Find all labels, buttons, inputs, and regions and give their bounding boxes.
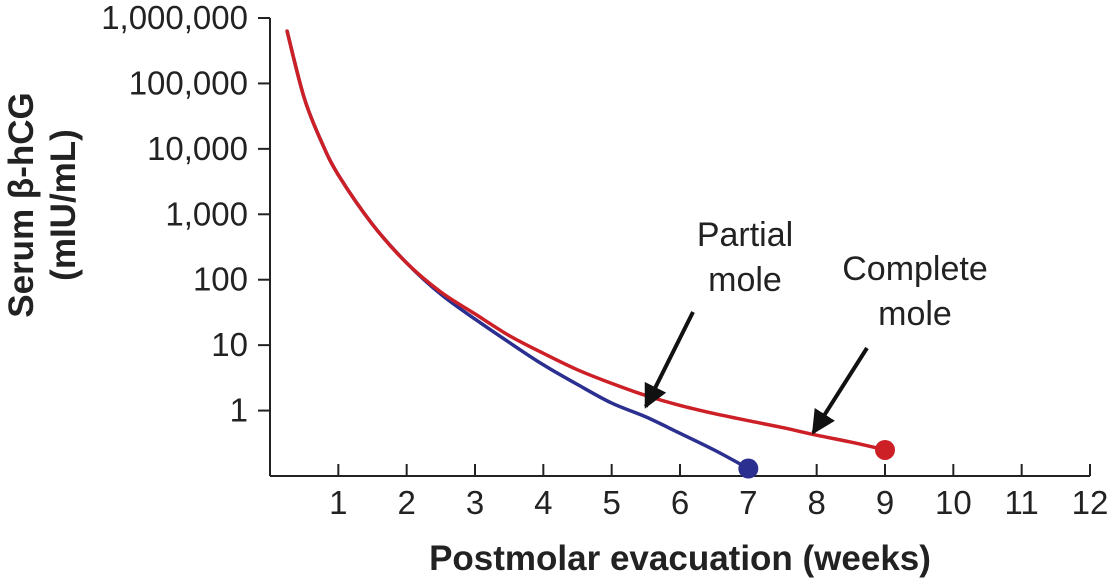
- annotation-label: mole: [708, 261, 782, 299]
- y-axis-title-line2: (mIU/mL): [44, 129, 83, 281]
- x-tick-label: 10: [935, 484, 972, 521]
- y-tick-label: 100,000: [129, 64, 248, 101]
- annotation-layer: Partial mole Complete mole: [644, 216, 988, 435]
- x-tick-label: 8: [807, 484, 825, 521]
- x-axis-ticks: 1 2 3 4 5 6 7 8 9 10 11 12: [329, 464, 1108, 521]
- y-tick-label: 10: [211, 326, 248, 363]
- annotation-label: Partial: [697, 216, 793, 254]
- series-layer: [285, 29, 895, 479]
- x-tick-label: 1: [329, 484, 347, 521]
- x-tick-label: 6: [671, 484, 689, 521]
- series-line-partial-mole: [285, 29, 751, 471]
- series-line-complete-mole: [285, 29, 887, 452]
- x-tick-label: 9: [876, 484, 894, 521]
- x-tick-label: 11: [1005, 484, 1039, 521]
- x-tick-label: 3: [466, 484, 484, 521]
- y-axis-title-line1: Serum β-hCG: [2, 92, 41, 318]
- annotation-arrow: [644, 311, 695, 409]
- annotation-label: Complete: [842, 250, 988, 288]
- y-tick-label: 1,000: [165, 195, 248, 232]
- y-tick-label: 1: [230, 392, 248, 429]
- x-tick-label: 12: [1072, 484, 1109, 521]
- y-tick-label: 10,000: [147, 130, 248, 167]
- series-endpoint-complete-mole: [875, 439, 895, 460]
- x-tick-label: 5: [602, 484, 620, 521]
- annotation-arrow: [811, 346, 869, 435]
- y-tick-label: 1,000,000: [101, 0, 248, 36]
- x-tick-label: 4: [534, 484, 552, 521]
- series-endpoint-partial-mole: [738, 458, 759, 479]
- x-axis-title: Postmolar evacuation (weeks): [429, 539, 931, 578]
- annotation-label: mole: [878, 295, 952, 333]
- x-tick-label: 2: [397, 484, 415, 521]
- y-tick-label: 100: [193, 261, 248, 298]
- x-tick-label: 7: [739, 484, 757, 521]
- y-axis-ticks: 1 10 100 1,000 10,000 100,000 1,000,000: [101, 0, 270, 429]
